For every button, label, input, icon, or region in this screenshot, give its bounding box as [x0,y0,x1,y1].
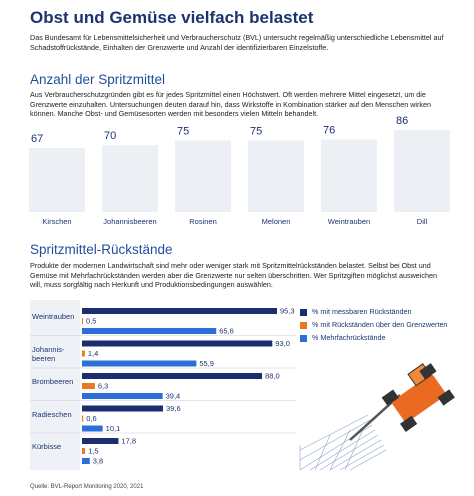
value-label: 10,1 [106,424,121,433]
bar [82,393,163,399]
bar [82,328,217,334]
legend-swatch [300,335,307,342]
bar [82,383,95,389]
value-label: 76 [323,124,335,136]
category-label: Kirschen [42,217,71,226]
bar [102,145,158,212]
value-label: 67 [31,133,43,145]
value-label: 55,9 [199,359,214,368]
bar [82,308,277,314]
section-text: Aus Verbraucherschutzgründen gibt es für… [30,90,431,119]
category-label: Rosinen [189,217,217,226]
value-label: 75 [250,125,262,137]
label-panel [30,300,80,470]
bar [82,425,103,432]
value-label: 88,0 [265,371,280,380]
bar [82,373,263,379]
legend-entry: % mit messbaren Rückständen [300,307,462,317]
bar [82,405,164,412]
category-label: Brombeeren [32,377,74,386]
category-label: Radieschen [32,409,72,419]
value-label: 39,4 [166,391,181,400]
bar [248,140,304,212]
value-label: 95,3 [280,306,295,315]
value-label: 1,5 [88,446,98,455]
value-label: 39,6 [166,404,181,413]
intro-text: Das Bundesamt für Lebensmittelsicherheit… [30,33,444,52]
value-label: 70 [104,130,116,142]
value-label: 3,8 [93,456,103,465]
bar [82,360,197,367]
category-label: Melonen [262,217,291,226]
category-label: Johannis- beeren [32,344,65,363]
value-label: 17,8 [121,436,136,445]
category-label: Kürbisse [32,442,62,451]
legend-entry: % mit Rückständen über den Grenzwerten [300,320,462,330]
legend-swatch [300,309,307,316]
category-label: Weintrauben [328,217,370,226]
tractor-illustration [299,363,455,471]
bar [82,350,85,357]
legend-swatch [300,322,307,329]
bar [82,318,84,324]
value-label: 0,5 [86,316,96,325]
bar [82,448,86,454]
bar [394,130,450,212]
value-label: 75 [177,125,189,137]
value-label: 65,6 [219,326,234,335]
value-label: 1,4 [88,349,98,358]
bar [321,139,377,212]
bar [175,140,231,212]
section-text: Produkte der modernen Landwirtschaft sin… [30,261,437,290]
page-title: Obst und Gemüse vielfach belastet [30,8,314,27]
section-title: Anzahl der Spritzmittel [30,72,166,87]
bar [82,458,90,464]
bar [29,148,85,212]
category-label: Weintrauben [32,312,75,321]
section-title: Spritzmittel-Rückstände [30,242,173,257]
category-label: Johannisbeeren [103,217,156,226]
value-label: 6,3 [98,381,108,390]
bar [82,438,119,444]
value-label: 86 [396,115,408,127]
bar [82,340,273,347]
value-label: 93,0 [275,339,290,348]
bar [82,415,84,422]
source-note: Quelle: BVL-Report Monitoring 2020, 2021 [30,484,144,490]
legend-entry: % Mehrfachrückstände [300,333,462,343]
category-label: Dill [417,217,428,226]
value-label: 0,6 [86,414,96,423]
